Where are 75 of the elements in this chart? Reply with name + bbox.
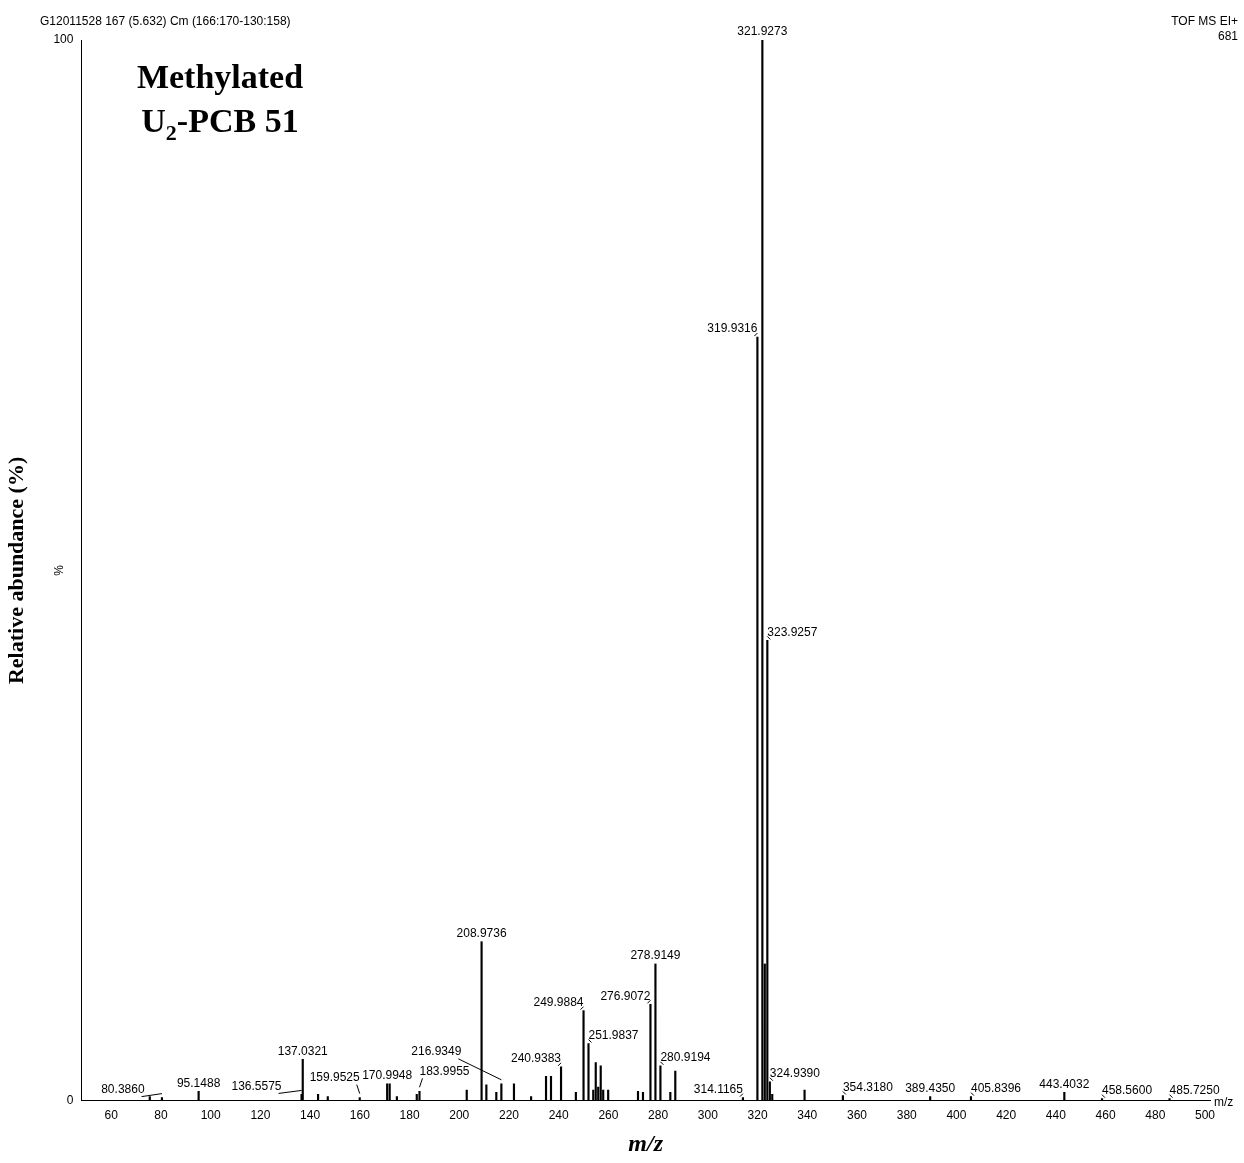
annotation: 80.3860: [101, 1081, 145, 1096]
x-tick-label: 200: [449, 1108, 470, 1123]
annotation: 170.9948: [362, 1068, 413, 1083]
bar: [654, 963, 657, 1101]
y-tick-label: 0: [66, 1093, 74, 1108]
text: G12011528 167 (5.632) Cm (166:170-130:158): [40, 14, 291, 28]
text: m/z: [1214, 1095, 1234, 1110]
x-axis-title: m/z: [628, 1129, 664, 1156]
annotation: 319.9316: [707, 321, 758, 336]
x-tick-label: 400: [946, 1108, 967, 1123]
bar: [599, 1065, 602, 1101]
x-tick-label: 320: [747, 1108, 768, 1123]
annotation: 314.1165: [693, 1081, 744, 1096]
bar: [544, 1076, 548, 1101]
bar: [766, 640, 769, 1101]
annotation: 159.9525: [309, 1069, 361, 1084]
annotation: 136.5575: [231, 1078, 282, 1093]
text: %: [51, 564, 66, 576]
x-tick-label: 60: [104, 1108, 119, 1123]
x-tick-label: 240: [548, 1108, 570, 1123]
x-tick-label: 300: [697, 1108, 719, 1123]
text: Methylated U$_{2}$-PCB 51: [135, 57, 305, 147]
annotation: 276.9072: [600, 988, 651, 1003]
x-tick-label: 420: [996, 1108, 1017, 1123]
annotation: 249.9884: [533, 994, 584, 1009]
x-tick-label: 220: [498, 1108, 520, 1123]
annotation: 389.4350: [905, 1080, 956, 1095]
bar: [500, 1083, 503, 1101]
x-tick-label: 460: [1095, 1108, 1116, 1123]
text: TOF MS EI+: [1171, 14, 1238, 28]
x-tick-label: 180: [399, 1108, 420, 1123]
bar: [587, 1043, 590, 1101]
bar: [1168, 1098, 1171, 1101]
annotation: 405.8396: [970, 1080, 1022, 1095]
annotation: 137.0321: [277, 1043, 329, 1058]
x-tick-label: 500: [1195, 1108, 1216, 1123]
annotation: 251.9837: [588, 1027, 639, 1042]
x-tick-label: 120: [250, 1108, 271, 1123]
bar: [582, 1010, 585, 1101]
x-tick-label: 80: [154, 1108, 168, 1123]
bar: [756, 336, 759, 1101]
annotation: 321.9273: [737, 24, 788, 39]
bar: [761, 40, 764, 1101]
y-axis-title: Relative abundance (%): [2, 456, 28, 685]
annotation: 280.9194: [660, 1050, 711, 1065]
annotation: 443.4032: [1039, 1076, 1090, 1091]
x-tick-label: 440: [1045, 1108, 1067, 1123]
annotation: 216.9349: [411, 1044, 462, 1059]
annotation: 278.9149: [630, 948, 681, 963]
bar: [803, 1089, 806, 1101]
bar: [659, 1065, 662, 1101]
text: 681: [1217, 29, 1239, 43]
bar: [594, 1062, 597, 1101]
annotation: 485.7250: [1169, 1082, 1220, 1097]
annotation: 183.9955: [419, 1063, 470, 1078]
x-tick-label: 280: [648, 1108, 669, 1123]
x-tick-label: 380: [896, 1108, 918, 1123]
annotation: 458.5600: [1102, 1082, 1153, 1097]
bar: [649, 1003, 652, 1101]
bar: [549, 1076, 553, 1101]
annotation: 240.9383: [510, 1051, 562, 1066]
x-tick-label: 340: [797, 1108, 818, 1123]
x-tick-label: 160: [349, 1108, 371, 1123]
x-tick-label: 140: [300, 1108, 321, 1123]
annotation: 323.9257: [767, 624, 818, 639]
annotation: 354.3180: [842, 1079, 894, 1094]
bar: [418, 1090, 421, 1101]
annotation: 95.1488: [176, 1075, 221, 1090]
x-tick-label: 260: [598, 1108, 619, 1123]
x-tick-label: 360: [846, 1108, 868, 1123]
x-tick-label: 100: [200, 1108, 222, 1123]
bar: [512, 1083, 516, 1101]
x-tick-label: 480: [1145, 1108, 1166, 1123]
annotation: 208.9736: [456, 925, 507, 940]
annotation: 324.9390: [769, 1066, 821, 1081]
